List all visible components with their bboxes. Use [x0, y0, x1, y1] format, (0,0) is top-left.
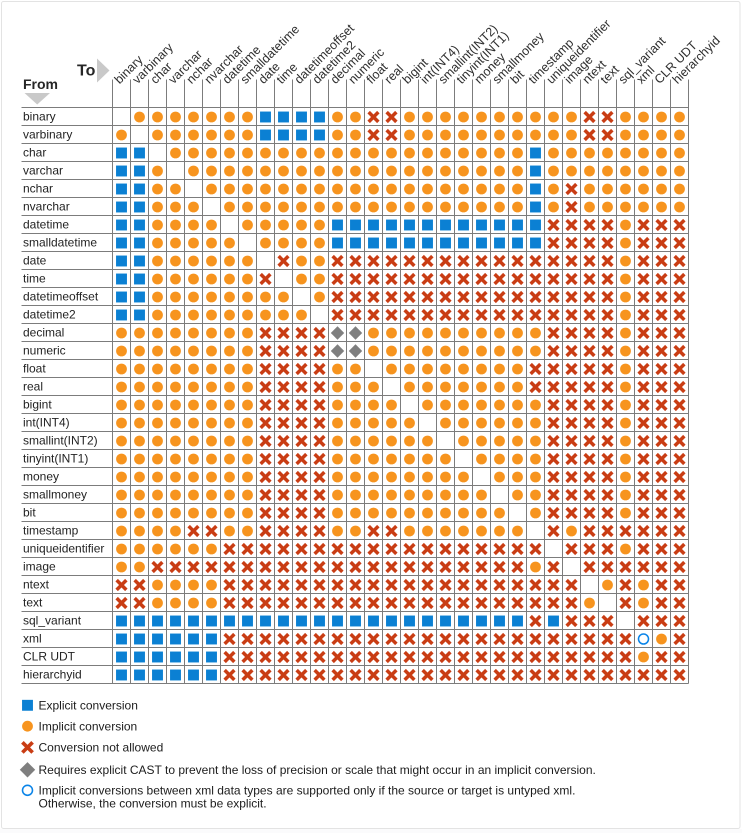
svg-text:nchar: nchar — [23, 182, 53, 196]
svg-text:Conversion not allowed: Conversion not allowed — [39, 741, 164, 755]
svg-text:datetime: datetime — [23, 218, 69, 232]
svg-text:datetime2: datetime2 — [23, 308, 76, 322]
svg-text:varbinary: varbinary — [23, 128, 72, 142]
svg-text:real: real — [23, 380, 43, 394]
svg-text:Implicit conversion: Implicit conversion — [39, 719, 138, 733]
svg-text:varchar: varchar — [23, 164, 63, 178]
svg-text:int(INT4): int(INT4) — [23, 416, 70, 430]
svg-text:date: date — [23, 254, 47, 268]
svg-text:Explicit conversion: Explicit conversion — [39, 699, 138, 713]
svg-text:Implicit conversions between x: Implicit conversions between xml data ty… — [39, 784, 576, 798]
svg-text:image: image — [23, 560, 56, 574]
svg-text:float: float — [23, 362, 46, 376]
svg-text:char: char — [23, 146, 46, 160]
svg-text:datetimeoffset: datetimeoffset — [23, 290, 99, 304]
svg-text:nvarchar: nvarchar — [23, 200, 70, 214]
svg-text:CLR UDT: CLR UDT — [23, 650, 76, 664]
svg-text:Requires explicit CAST to prev: Requires explicit CAST to prevent the lo… — [39, 763, 596, 777]
svg-text:smalldatetime: smalldatetime — [23, 236, 97, 250]
svg-text:From: From — [23, 76, 58, 92]
svg-text:smallmoney: smallmoney — [23, 488, 87, 502]
svg-text:uniqueidentifier: uniqueidentifier — [23, 542, 104, 556]
svg-text:decimal: decimal — [23, 326, 64, 340]
svg-text:sql_variant: sql_variant — [23, 614, 82, 628]
svg-text:binary: binary — [23, 110, 56, 124]
svg-text:numeric: numeric — [23, 344, 66, 358]
svg-text:xml: xml — [23, 632, 42, 646]
svg-text:money: money — [23, 470, 59, 484]
svg-text:hierarchyid: hierarchyid — [23, 668, 82, 682]
svg-text:time: time — [23, 272, 46, 286]
svg-text:To: To — [77, 63, 96, 80]
svg-text:Otherwise, the conversion must: Otherwise, the conversion must be explic… — [39, 796, 267, 810]
svg-text:ntext: ntext — [23, 578, 50, 592]
svg-text:text: text — [23, 596, 43, 610]
svg-text:tinyint(INT1): tinyint(INT1) — [23, 452, 88, 466]
svg-text:smallint(INT2): smallint(INT2) — [23, 434, 98, 448]
svg-text:bigint: bigint — [23, 398, 52, 412]
svg-text:bit: bit — [23, 506, 36, 520]
svg-text:timestamp: timestamp — [23, 524, 79, 538]
